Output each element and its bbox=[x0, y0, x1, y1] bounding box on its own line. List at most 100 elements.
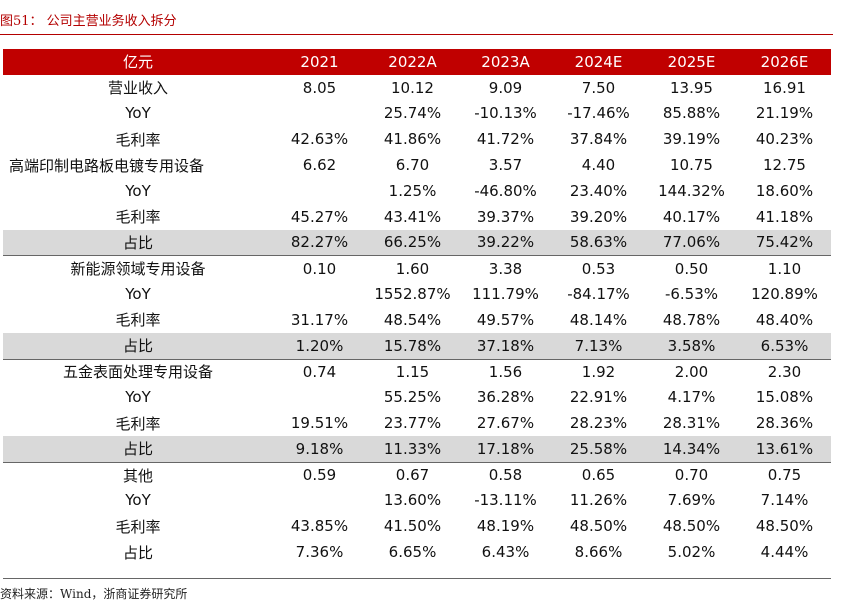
table-cell: 13.95 bbox=[670, 78, 713, 97]
table-row: 毛利率 42.63% 41.86% 41.72% 37.84% 39.19% 40.23% bbox=[3, 126, 831, 152]
row-label: YoY bbox=[125, 491, 151, 510]
table-row: YoY 25.74% -10.13% -17.46% 85.88% 21.19% bbox=[3, 101, 831, 127]
row-label: YoY bbox=[125, 388, 151, 407]
row-label: 占比 bbox=[122, 543, 153, 562]
table-cell: -13.11% bbox=[474, 491, 537, 510]
table-cell: 13.61% bbox=[755, 439, 814, 458]
table-cell: 27.67% bbox=[476, 414, 535, 433]
table-cell: 0.53 bbox=[581, 259, 616, 278]
header-cell-unit: 亿元 bbox=[122, 53, 153, 72]
table-cell: 7.36% bbox=[295, 543, 344, 562]
table-cell: 120.89% bbox=[751, 285, 818, 304]
table-cell: 0.74 bbox=[302, 362, 337, 381]
table-cell: 48.40% bbox=[755, 310, 814, 329]
table-cell: -17.46% bbox=[567, 104, 630, 123]
table-cell: 41.18% bbox=[755, 207, 814, 226]
table-cell: 3.38 bbox=[488, 259, 523, 278]
table-cell: 144.32% bbox=[658, 181, 725, 200]
header-cell-2026e: 2026E bbox=[760, 52, 809, 71]
table-row: 占比 1.20% 15.78% 37.18% 7.13% 3.58% 6.53% bbox=[3, 332, 831, 359]
table-cell: 48.50% bbox=[569, 517, 628, 536]
table-cell: 6.70 bbox=[395, 156, 430, 175]
source-note: 资料来源：Wind，浙商证券研究所 bbox=[0, 587, 188, 601]
table-cell: 31.17% bbox=[290, 310, 349, 329]
table-cell: -84.17% bbox=[567, 285, 630, 304]
table-row: 五金表面处理专用设备 0.74 1.15 1.56 1.92 2.00 2.30 bbox=[3, 358, 831, 385]
table-row: YoY 55.25% 36.28% 22.91% 4.17% 15.08% bbox=[3, 384, 831, 410]
table-cell: 28.31% bbox=[662, 414, 721, 433]
table-cell: -46.80% bbox=[474, 181, 537, 200]
table-cell: 1.10 bbox=[767, 259, 802, 278]
table-cell: 77.06% bbox=[662, 233, 721, 252]
table-cell: 55.25% bbox=[383, 388, 442, 407]
table-cell: 39.20% bbox=[569, 207, 628, 226]
table-cell: 111.79% bbox=[472, 285, 539, 304]
table-cell: 11.33% bbox=[383, 439, 442, 458]
table-row: 毛利率 31.17% 48.54% 49.57% 48.14% 48.78% 48.40% bbox=[3, 307, 831, 333]
row-label: YoY bbox=[125, 285, 151, 304]
table-cell: 0.59 bbox=[302, 466, 337, 485]
table-cell: 1.15 bbox=[395, 362, 430, 381]
table-cell: -6.53% bbox=[664, 285, 719, 304]
table-bottom-rule bbox=[3, 578, 831, 579]
row-label: 毛利率 bbox=[115, 517, 161, 536]
table-cell: 85.88% bbox=[662, 104, 721, 123]
table-cell: 23.77% bbox=[383, 414, 442, 433]
table-cell: 11.26% bbox=[569, 491, 628, 510]
table-cell: 48.19% bbox=[476, 517, 535, 536]
table-cell: 13.60% bbox=[383, 491, 442, 510]
row-label: YoY bbox=[125, 181, 151, 200]
row-label: 毛利率 bbox=[115, 130, 161, 149]
row-label: 毛利率 bbox=[115, 311, 161, 330]
table-cell: 0.50 bbox=[674, 259, 709, 278]
table-cell: 37.18% bbox=[476, 336, 535, 355]
table-cell: 1.25% bbox=[388, 181, 437, 200]
table-cell: 10.75 bbox=[670, 156, 713, 175]
table-cell: 6.62 bbox=[302, 156, 337, 175]
table-cell: 28.23% bbox=[569, 414, 628, 433]
table-row: 新能源领域专用设备 0.10 1.60 3.38 0.53 0.50 1.10 bbox=[3, 255, 831, 281]
table-cell: 48.78% bbox=[662, 310, 721, 329]
table-cell: 36.28% bbox=[476, 388, 535, 407]
table-row: 毛利率 43.85% 41.50% 48.19% 48.50% 48.50% 48.50% bbox=[3, 513, 831, 539]
table-cell: 4.17% bbox=[667, 388, 716, 407]
table-cell: 18.60% bbox=[755, 181, 814, 200]
table-cell: 5.02% bbox=[667, 543, 716, 562]
row-label: YoY bbox=[125, 104, 151, 123]
figure-caption: 图51： 公司主营业务收入拆分 bbox=[0, 14, 177, 29]
table-cell: 3.58% bbox=[667, 336, 716, 355]
table-cell: 12.75 bbox=[763, 156, 806, 175]
table-cell: 23.40% bbox=[569, 181, 628, 200]
table-cell: 8.66% bbox=[574, 543, 623, 562]
table-cell: 7.69% bbox=[667, 491, 716, 510]
row-label: 高端印制电路板电镀专用设备 bbox=[9, 156, 205, 175]
table-cell: 39.19% bbox=[662, 130, 721, 149]
table-cell: 40.23% bbox=[755, 130, 814, 149]
table-cell: 21.19% bbox=[755, 104, 814, 123]
table-cell: 48.14% bbox=[569, 310, 628, 329]
row-label: 五金表面处理专用设备 bbox=[62, 363, 213, 382]
table-row: YoY 1.25% -46.80% 23.40% 144.32% 18.60% bbox=[3, 178, 831, 204]
table-cell: 4.40 bbox=[581, 156, 616, 175]
table-cell: 2.00 bbox=[674, 362, 709, 381]
table-cell: 1.20% bbox=[295, 336, 344, 355]
table-cell: 1552.87% bbox=[374, 285, 451, 304]
table-cell: -10.13% bbox=[474, 104, 537, 123]
row-label: 毛利率 bbox=[115, 208, 161, 227]
table-row: 其他 0.59 0.67 0.58 0.65 0.70 0.75 bbox=[3, 461, 831, 488]
revenue-breakdown-table: 亿元 2021 2022A 2023A 2024E 2025E 2026E 营业… bbox=[3, 49, 831, 565]
table-cell: 17.18% bbox=[476, 439, 535, 458]
table-cell: 43.85% bbox=[290, 517, 349, 536]
table-cell: 7.50 bbox=[581, 78, 616, 97]
table-cell: 9.09 bbox=[488, 78, 523, 97]
table-cell: 25.74% bbox=[383, 104, 442, 123]
table-cell: 39.37% bbox=[476, 207, 535, 226]
table-cell: 28.36% bbox=[755, 414, 814, 433]
table-cell: 49.57% bbox=[476, 310, 535, 329]
table-cell: 75.42% bbox=[755, 233, 814, 252]
table-cell: 1.56 bbox=[488, 362, 523, 381]
table-cell: 41.50% bbox=[383, 517, 442, 536]
table-cell: 1.92 bbox=[581, 362, 616, 381]
table-cell: 7.14% bbox=[760, 491, 809, 510]
table-row: 占比 9.18% 11.33% 17.18% 25.58% 14.34% 13.61% bbox=[3, 435, 831, 462]
